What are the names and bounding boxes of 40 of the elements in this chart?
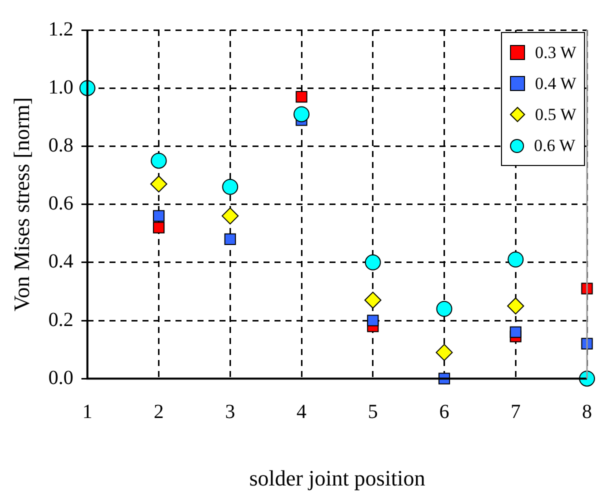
point [296, 91, 308, 103]
point [507, 297, 524, 314]
point [150, 152, 167, 169]
point [581, 282, 593, 294]
legend-label: 0.6 W [534, 136, 576, 156]
y-tick-label: 0.2 [48, 308, 74, 331]
x-tick-label: 3 [225, 400, 236, 423]
y-tick-label: 1.2 [48, 18, 74, 40]
y-tick-label: 1.0 [48, 76, 74, 98]
point [436, 300, 452, 317]
y-tick-label: 0.6 [48, 192, 74, 215]
point [581, 338, 593, 350]
point [367, 314, 379, 326]
legend-label: 0.5 W [535, 104, 576, 124]
y-axis-title: Von Mises stress [norm] [8, 97, 34, 312]
point [152, 222, 165, 234]
legend-label: 0.3 W [535, 42, 576, 62]
point [294, 106, 310, 122]
point [222, 178, 238, 195]
x-axis-title: solder joint position [249, 466, 426, 491]
y-tick-label: 0.4 [48, 250, 74, 273]
point [364, 292, 382, 309]
point [152, 210, 165, 222]
point [222, 207, 239, 224]
y-tick-label: 0.0 [48, 366, 74, 389]
point [510, 326, 522, 338]
x-tick-label: 5 [368, 400, 378, 423]
x-tick-label: 6 [439, 400, 450, 423]
x-tick-label: 7 [510, 400, 521, 423]
point [224, 233, 236, 245]
x-tick-label: 4 [296, 400, 307, 423]
point [508, 251, 524, 268]
x-tick-label: 2 [154, 400, 164, 423]
x-tick-label: 1 [82, 400, 92, 423]
legend-label: 0.4 W [535, 74, 576, 94]
point [436, 344, 453, 361]
point [150, 175, 168, 192]
point [364, 254, 381, 270]
x-tick-label: 8 [582, 400, 592, 423]
y-tick-label: 0.8 [48, 134, 74, 156]
